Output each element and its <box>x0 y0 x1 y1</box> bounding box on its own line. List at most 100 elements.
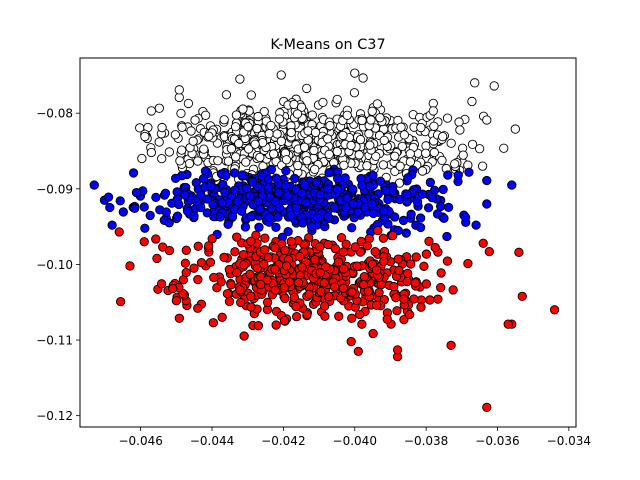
scatter-point <box>164 147 174 157</box>
scatter-point <box>145 210 155 221</box>
scatter-point <box>410 278 421 288</box>
scatter-point <box>378 233 389 243</box>
scatter-point <box>202 194 212 204</box>
scatter-point <box>190 115 200 125</box>
scatter-point <box>357 180 367 191</box>
scatter-point <box>406 259 416 269</box>
scatter-point <box>455 125 465 135</box>
scatter-point <box>310 127 321 138</box>
scatter-point <box>217 198 227 208</box>
scatter-point <box>224 264 234 275</box>
scatter-point <box>226 280 236 290</box>
scatter-point <box>391 292 401 303</box>
scatter-point <box>217 312 227 322</box>
scatter-point <box>390 151 400 161</box>
scatter-point <box>460 212 471 223</box>
scatter-point <box>189 211 199 221</box>
scatter-point <box>372 99 382 109</box>
scatter-point <box>370 247 380 257</box>
scatter-point <box>393 254 403 264</box>
scatter-point <box>260 233 270 243</box>
scatter-point <box>226 144 237 154</box>
scatter-point <box>271 222 281 233</box>
scatter-point <box>128 168 139 178</box>
scatter-point <box>416 302 426 312</box>
scatter-point <box>348 184 358 194</box>
scatter-point <box>443 202 454 212</box>
scatter-point <box>181 267 191 278</box>
scatter-point <box>363 286 373 297</box>
scatter-point <box>274 188 284 198</box>
scatter-point <box>232 232 242 242</box>
scatter-point <box>281 261 292 271</box>
scatter-point <box>200 166 211 176</box>
scatter-point <box>216 277 226 287</box>
scatter-point <box>239 260 249 270</box>
scatter-point <box>175 156 185 166</box>
scatter-point <box>507 180 517 190</box>
scatter-point <box>299 142 310 152</box>
scatter-point <box>362 161 372 171</box>
scatter-point <box>243 144 254 154</box>
scatter-point <box>332 146 342 157</box>
scatter-point <box>332 173 343 184</box>
scatter-point <box>230 185 240 195</box>
scatter-point <box>236 297 246 308</box>
scatter-point <box>338 264 349 274</box>
scatter-point <box>450 159 460 169</box>
scatter-point <box>253 196 263 207</box>
scatter-point <box>180 258 191 268</box>
scatter-point <box>160 188 171 198</box>
scatter-point <box>402 189 412 200</box>
scatter-point <box>253 111 263 122</box>
scatter-point <box>200 110 211 120</box>
scatter-point <box>437 155 447 165</box>
scatter-point <box>423 203 434 213</box>
scatter-point <box>320 311 330 321</box>
scatter-point <box>514 247 524 257</box>
scatter-point <box>404 309 415 320</box>
scatter-point <box>346 336 356 347</box>
scatter-point <box>246 302 256 312</box>
scatter-point <box>171 296 182 306</box>
scatter-point <box>499 143 509 153</box>
scatter-point <box>304 289 314 300</box>
scatter-point <box>256 279 266 290</box>
scatter-point <box>295 251 305 262</box>
scatter-point <box>467 139 478 150</box>
points-layer <box>89 68 560 412</box>
scatter-point <box>238 104 248 114</box>
scatter-point <box>246 236 256 246</box>
scatter-point <box>206 181 216 192</box>
scatter-point <box>477 161 488 171</box>
scatter-point <box>442 256 453 266</box>
scatter-point <box>346 140 356 151</box>
scatter-point <box>358 279 369 290</box>
scatter-point <box>333 257 344 267</box>
scatter-point <box>319 278 329 288</box>
scatter-point <box>397 141 407 151</box>
y-tick-label: −0.10 <box>36 258 73 272</box>
scatter-point <box>140 223 150 233</box>
scatter-point <box>161 207 171 217</box>
scatter-point <box>458 150 468 160</box>
scatter-point <box>266 164 277 175</box>
scatter-point <box>297 262 307 272</box>
scatter-point <box>245 269 255 279</box>
scatter-point <box>240 222 251 232</box>
scatter-point <box>355 309 365 320</box>
scatter-point <box>339 160 349 170</box>
scatter-point <box>209 272 219 283</box>
scatter-point <box>156 279 167 289</box>
scatter-point <box>390 212 400 222</box>
scatter-point <box>224 296 235 307</box>
scatter-point <box>276 70 286 80</box>
scatter-point <box>274 203 285 213</box>
scatter-point <box>302 83 312 94</box>
scatter-point <box>296 102 307 112</box>
scatter-point <box>234 138 244 149</box>
scatter-point <box>382 314 392 324</box>
scatter-point <box>315 242 325 252</box>
scatter-point <box>103 192 114 202</box>
